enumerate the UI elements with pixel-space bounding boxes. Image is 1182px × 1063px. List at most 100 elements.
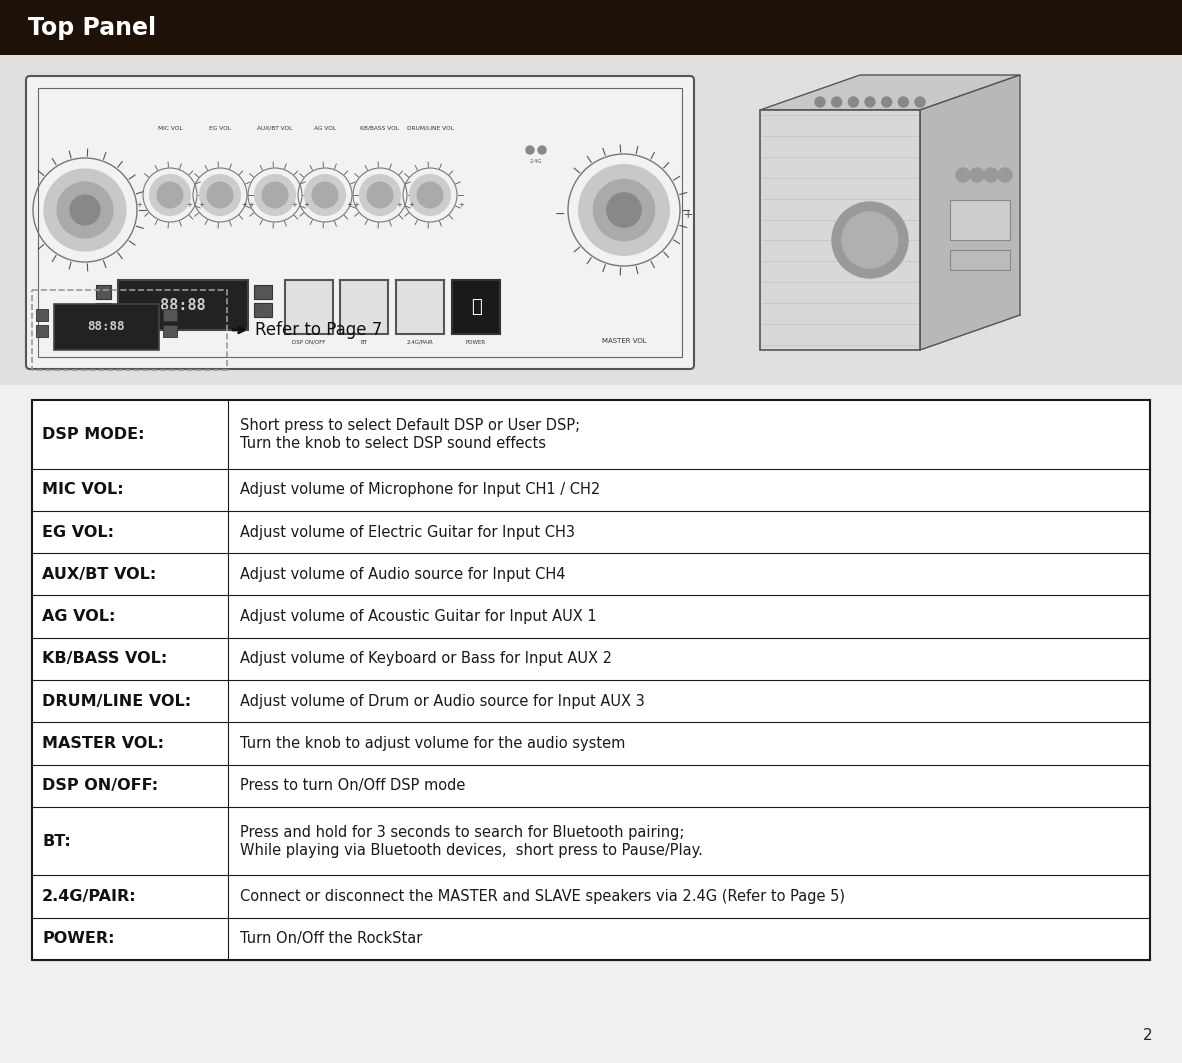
Text: Short press to select Default DSP or User DSP;: Short press to select Default DSP or Use… bbox=[240, 418, 580, 433]
Text: MASTER VOL: MASTER VOL bbox=[602, 338, 647, 344]
Text: Press and hold for 3 seconds to search for Bluetooth pairing;: Press and hold for 3 seconds to search f… bbox=[240, 825, 684, 840]
Polygon shape bbox=[760, 75, 1020, 109]
Bar bbox=[38, 88, 682, 357]
Circle shape bbox=[44, 168, 126, 252]
Bar bbox=[0, 0, 1182, 55]
Text: +: + bbox=[186, 202, 191, 208]
Text: DRUM/LINE VOL: DRUM/LINE VOL bbox=[407, 126, 454, 131]
Bar bbox=[254, 303, 272, 317]
Text: MIC VOL:: MIC VOL: bbox=[43, 483, 124, 497]
Text: MASTER VOL:: MASTER VOL: bbox=[43, 736, 164, 750]
Bar bbox=[96, 303, 111, 317]
Text: DSP MODE:: DSP MODE: bbox=[43, 427, 144, 442]
Text: Adjust volume of Keyboard or Bass for Input AUX 2: Adjust volume of Keyboard or Bass for In… bbox=[240, 652, 611, 667]
Circle shape bbox=[842, 212, 898, 268]
Text: +: + bbox=[241, 202, 247, 208]
Circle shape bbox=[832, 202, 908, 279]
Circle shape bbox=[312, 182, 338, 208]
Bar bbox=[54, 304, 160, 350]
Text: +: + bbox=[353, 202, 359, 208]
Text: KB/BASS VOL:: KB/BASS VOL: bbox=[43, 652, 167, 667]
Text: DSP MODE: DSP MODE bbox=[66, 338, 104, 344]
Circle shape bbox=[149, 174, 191, 216]
Circle shape bbox=[57, 182, 113, 238]
Text: DSP ON/OFF: DSP ON/OFF bbox=[292, 340, 326, 345]
Circle shape bbox=[592, 179, 655, 241]
Bar bbox=[254, 285, 272, 299]
Text: 88:88: 88:88 bbox=[87, 321, 125, 334]
Text: Press to turn On/Off DSP mode: Press to turn On/Off DSP mode bbox=[240, 778, 465, 793]
Circle shape bbox=[304, 174, 346, 216]
Bar bbox=[163, 309, 177, 321]
Circle shape bbox=[970, 168, 983, 182]
Text: Adjust volume of Audio source for Input CH4: Adjust volume of Audio source for Input … bbox=[240, 567, 565, 581]
Text: +: + bbox=[459, 202, 465, 208]
Bar bbox=[452, 280, 500, 334]
Text: Adjust volume of Electric Guitar for Input CH3: Adjust volume of Electric Guitar for Inp… bbox=[240, 524, 574, 540]
Circle shape bbox=[409, 174, 452, 216]
Circle shape bbox=[416, 182, 443, 208]
Text: Connect or disconnect the MASTER and SLAVE speakers via 2.4G (Refer to Page 5): Connect or disconnect the MASTER and SLA… bbox=[240, 889, 845, 905]
Bar bbox=[32, 400, 1150, 960]
Bar bbox=[340, 280, 388, 334]
Bar bbox=[32, 290, 227, 370]
Text: −: − bbox=[554, 208, 565, 221]
Text: +: + bbox=[248, 202, 254, 208]
Text: +: + bbox=[303, 202, 309, 208]
Text: EG VOL: EG VOL bbox=[209, 126, 230, 131]
Polygon shape bbox=[920, 75, 1020, 350]
Circle shape bbox=[366, 182, 394, 208]
Bar bbox=[35, 309, 48, 321]
Circle shape bbox=[526, 146, 534, 154]
Text: +: + bbox=[199, 202, 204, 208]
Bar bbox=[285, 280, 333, 334]
Text: ⏻: ⏻ bbox=[470, 298, 481, 316]
Text: Turn the knob to select DSP sound effects: Turn the knob to select DSP sound effect… bbox=[240, 436, 546, 451]
Text: Adjust volume of Microphone for Input CH1 / CH2: Adjust volume of Microphone for Input CH… bbox=[240, 483, 600, 497]
Text: POWER:: POWER: bbox=[43, 931, 115, 946]
Text: 2.4G/PAIR: 2.4G/PAIR bbox=[407, 340, 434, 345]
Text: POWER: POWER bbox=[466, 340, 486, 345]
Circle shape bbox=[998, 168, 1012, 182]
Text: While playing via Bluetooth devices,  short press to Pause/Play.: While playing via Bluetooth devices, sho… bbox=[240, 843, 702, 858]
Bar bbox=[163, 325, 177, 337]
Text: Adjust volume of Acoustic Guitar for Input AUX 1: Adjust volume of Acoustic Guitar for Inp… bbox=[240, 609, 596, 624]
Circle shape bbox=[538, 146, 546, 154]
FancyBboxPatch shape bbox=[26, 75, 694, 369]
Circle shape bbox=[915, 97, 926, 107]
Text: Turn On/Off the RockStar: Turn On/Off the RockStar bbox=[240, 931, 422, 946]
Text: MIC VOL: MIC VOL bbox=[157, 126, 182, 131]
Polygon shape bbox=[760, 109, 920, 350]
Text: +: + bbox=[408, 202, 414, 208]
Circle shape bbox=[898, 97, 908, 107]
Bar bbox=[35, 325, 48, 337]
Circle shape bbox=[207, 182, 234, 208]
Text: +: + bbox=[136, 202, 142, 208]
Text: 2.4G: 2.4G bbox=[530, 159, 543, 164]
Text: 2: 2 bbox=[1142, 1028, 1152, 1043]
Text: Top Panel: Top Panel bbox=[28, 16, 156, 39]
Circle shape bbox=[832, 97, 842, 107]
Text: Adjust volume of Drum or Audio source for Input AUX 3: Adjust volume of Drum or Audio source fo… bbox=[240, 694, 644, 709]
Text: KB/BASS VOL: KB/BASS VOL bbox=[361, 126, 400, 131]
Circle shape bbox=[199, 174, 241, 216]
Text: AUX/BT VOL: AUX/BT VOL bbox=[258, 126, 293, 131]
Circle shape bbox=[359, 174, 401, 216]
Circle shape bbox=[865, 97, 875, 107]
Text: Refer to Page 7: Refer to Page 7 bbox=[255, 321, 382, 339]
Text: +: + bbox=[396, 202, 402, 208]
Circle shape bbox=[983, 168, 998, 182]
Circle shape bbox=[849, 97, 858, 107]
Text: AG VOL:: AG VOL: bbox=[43, 609, 116, 624]
Text: 2.4G/PAIR:: 2.4G/PAIR: bbox=[43, 889, 137, 905]
Text: +: + bbox=[683, 208, 694, 221]
Circle shape bbox=[70, 195, 100, 225]
Text: BT:: BT: bbox=[43, 833, 71, 848]
Circle shape bbox=[156, 182, 183, 208]
Text: AUX/BT VOL:: AUX/BT VOL: bbox=[43, 567, 156, 581]
Bar bbox=[950, 200, 1009, 240]
Bar bbox=[118, 280, 248, 330]
Circle shape bbox=[254, 174, 296, 216]
Circle shape bbox=[578, 164, 670, 256]
Circle shape bbox=[606, 192, 642, 227]
